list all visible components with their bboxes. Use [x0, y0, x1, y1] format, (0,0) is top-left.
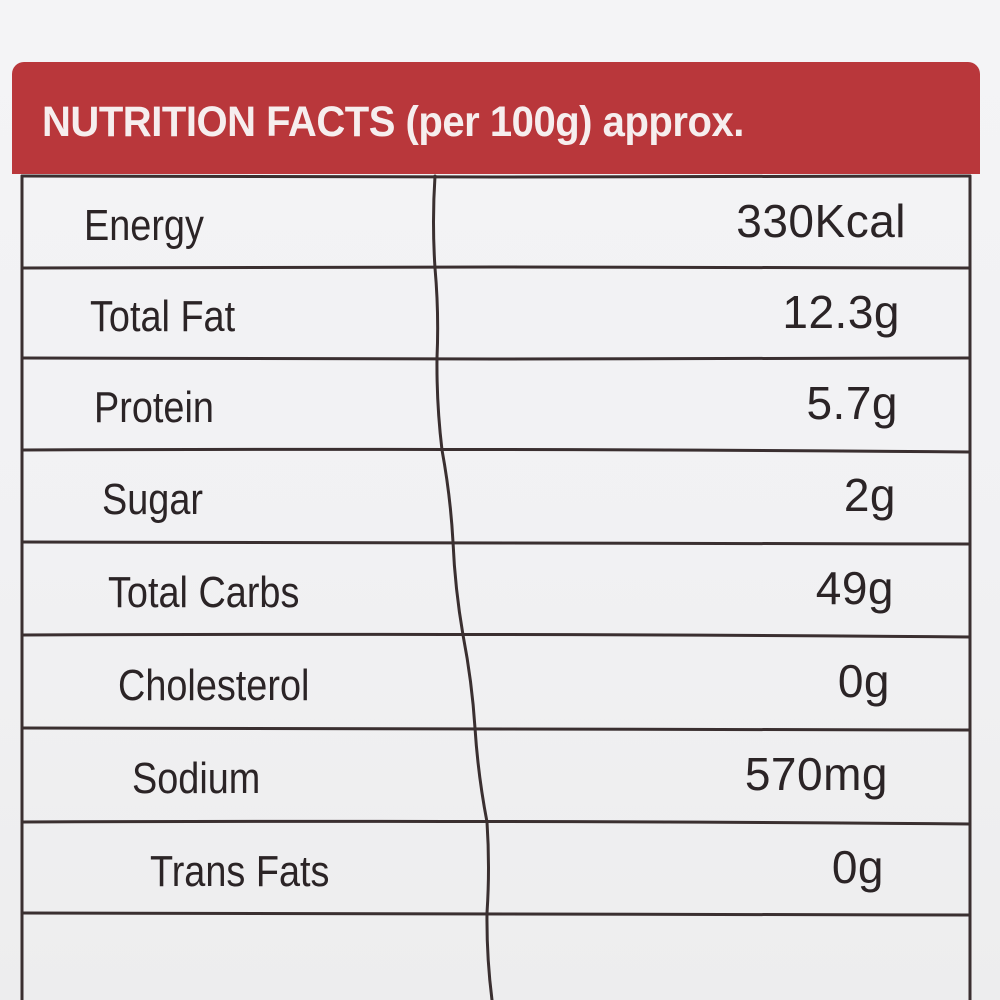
nutrition-facts-title: NUTRITION FACTS (per 100g) approx.	[42, 98, 744, 146]
nutrient-value-total-fat: 12.3g	[782, 286, 900, 338]
nutrition-table-grid	[20, 174, 972, 1000]
nutrient-name-total-carbs: Total Carbs	[108, 567, 300, 617]
nutrient-value-sodium: 570mg	[744, 748, 888, 800]
nutrient-name-cholesterol: Cholesterol	[118, 660, 310, 710]
nutrient-name-total-fat: Total Fat	[90, 292, 236, 341]
table-top-border	[20, 174, 972, 179]
nutrient-value-protein: 5.7g	[806, 377, 898, 429]
nutrition-facts-panel: NUTRITION FACTS (per 100g) approx. Energ…	[12, 62, 980, 1000]
column-divider	[432, 174, 494, 1000]
nutrient-name-protein: Protein	[94, 383, 214, 432]
row-separator	[20, 726, 972, 732]
header-band: NUTRITION FACTS (per 100g) approx.	[12, 62, 980, 174]
nutrient-name-sodium: Sodium	[132, 754, 261, 803]
nutrient-name-energy: Energy	[84, 201, 204, 250]
row-separator	[20, 265, 972, 270]
row-separator	[20, 632, 972, 639]
nutrient-name-sugar: Sugar	[102, 475, 203, 524]
nutrient-value-cholesterol: 0g	[837, 654, 890, 707]
row-separator	[20, 911, 972, 917]
nutrient-value-sugar: 2g	[843, 469, 896, 521]
nutrient-value-total-carbs: 49g	[815, 561, 894, 614]
nutrient-value-trans-fats: 0g	[831, 840, 884, 893]
row-separator	[20, 819, 972, 826]
nutrient-name-trans-fats: Trans Fats	[150, 846, 330, 896]
nutrient-value-energy: 330Kcal	[736, 195, 906, 247]
row-separator	[20, 356, 972, 361]
row-separator	[20, 540, 972, 546]
row-separator	[20, 447, 972, 454]
